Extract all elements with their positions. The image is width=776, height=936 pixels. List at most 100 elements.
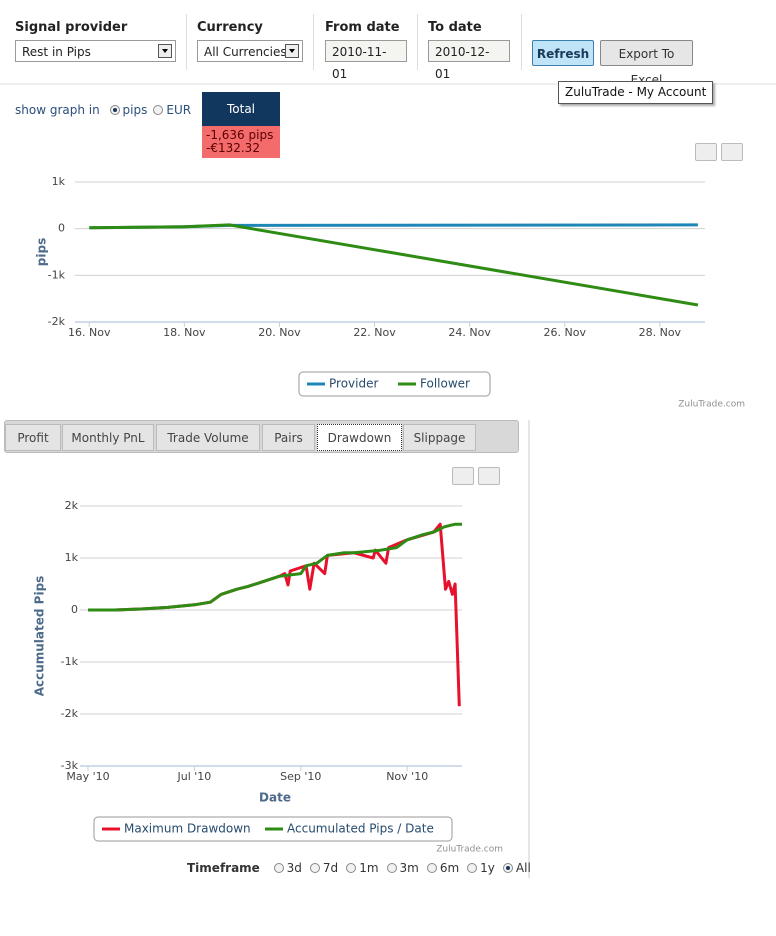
tab[interactable]: Trade Volume bbox=[156, 424, 260, 451]
filter-label: To date bbox=[428, 20, 482, 35]
radio-button bbox=[502, 863, 513, 873]
x-axis-label: Date bbox=[259, 791, 291, 805]
filter-label: From date bbox=[325, 20, 400, 35]
x-tick-label: 20. Nov bbox=[258, 326, 301, 339]
separator bbox=[521, 14, 522, 70]
timeframe-options: 3d 7d 1m 3m 6m 1y All bbox=[273, 861, 539, 875]
total-header: Total bbox=[202, 92, 280, 126]
credit: ZuluTrade.com bbox=[678, 400, 745, 410]
filter-label: Currency bbox=[197, 20, 263, 35]
y-tick-label: 2k bbox=[65, 499, 79, 512]
separator bbox=[186, 14, 187, 70]
radio-button bbox=[273, 863, 284, 873]
radio-label: 7d bbox=[322, 861, 339, 875]
separator bbox=[313, 14, 314, 70]
legend-label: Provider bbox=[329, 377, 378, 391]
legend-label: Accumulated Pips / Date bbox=[287, 822, 434, 836]
timeframe-selector: Timeframe 3d 7d 1m 3m 6m 1y All bbox=[187, 861, 539, 875]
currency-select[interactable]: All Currencies bbox=[197, 40, 303, 62]
print-icon[interactable] bbox=[452, 467, 474, 485]
filter-label: Signal provider bbox=[15, 20, 128, 35]
y-tick-label: -1k bbox=[61, 655, 79, 668]
total-values: -1,636 pips -€132.32 bbox=[202, 126, 280, 158]
y-axis-label: Accumulated Pips bbox=[33, 576, 47, 697]
x-tick-label: 24. Nov bbox=[448, 326, 491, 339]
radio-option[interactable]: pips bbox=[109, 103, 148, 117]
radio-label: 1m bbox=[359, 861, 379, 875]
tab[interactable]: Pairs bbox=[262, 424, 315, 451]
input-value: 2010-12-01 bbox=[435, 45, 490, 81]
radio-label: All bbox=[515, 861, 531, 875]
y-tick-label: -2k bbox=[61, 707, 79, 720]
x-tick-label: 18. Nov bbox=[163, 326, 206, 339]
radio-option[interactable]: 3m bbox=[386, 861, 419, 875]
legend-box bbox=[298, 371, 491, 397]
tab[interactable]: Slippage bbox=[403, 424, 476, 451]
radio-option[interactable]: 1m bbox=[346, 861, 379, 875]
radio-label: 6m bbox=[439, 861, 460, 875]
x-tick-label: 28. Nov bbox=[639, 326, 682, 339]
y-tick-label: -1k bbox=[48, 268, 66, 281]
y-tick-label: 0 bbox=[71, 603, 78, 616]
radio-label: 3d bbox=[286, 861, 302, 875]
radio-button bbox=[386, 863, 397, 873]
to-date-input[interactable]: 2010-12-01 bbox=[428, 40, 510, 81]
x-tick-label: May '10 bbox=[66, 770, 109, 783]
legend-label: Follower bbox=[420, 377, 470, 391]
from-date-input[interactable]: 2010-11-01 bbox=[325, 40, 407, 81]
radio-button bbox=[426, 863, 437, 873]
x-tick-label: 16. Nov bbox=[68, 326, 111, 339]
filter-bar: Signal provider Rest in Pips Currency Al… bbox=[0, 0, 776, 87]
radio-label: 1y bbox=[480, 861, 495, 875]
select-value: Rest in Pips bbox=[22, 45, 91, 59]
y-tick-label: 1k bbox=[52, 175, 66, 188]
tooltip: ZuluTrade - My Account bbox=[558, 81, 714, 104]
x-tick-label: Sep '10 bbox=[280, 770, 321, 783]
radio-option[interactable]: All bbox=[502, 861, 531, 875]
tab[interactable]: Drawdown bbox=[317, 424, 402, 451]
radio-option[interactable]: 6m bbox=[426, 861, 460, 875]
credit: ZuluTrade.com bbox=[436, 845, 503, 855]
input-value: 2010-11-01 bbox=[332, 45, 387, 81]
radio-option[interactable]: 7d bbox=[309, 861, 339, 875]
radio-option[interactable]: 1y bbox=[467, 861, 495, 875]
radio-label: pips bbox=[122, 103, 148, 117]
total-eur: -€132.32 bbox=[206, 141, 260, 155]
radio-option[interactable]: EUR bbox=[153, 103, 191, 117]
y-tick-label: -2k bbox=[48, 315, 66, 328]
y-tick-label: -3k bbox=[61, 759, 79, 772]
radio-button bbox=[153, 105, 164, 115]
timeframe-label: Timeframe bbox=[187, 861, 260, 875]
radio-button bbox=[109, 105, 120, 115]
download-icon[interactable] bbox=[478, 467, 500, 485]
separator bbox=[417, 14, 418, 70]
download-icon[interactable] bbox=[721, 143, 743, 161]
radio-label: EUR bbox=[166, 103, 192, 117]
provider-select[interactable]: Rest in Pips bbox=[15, 40, 176, 62]
y-tick-label: 0 bbox=[58, 222, 65, 235]
toggle-options: pips EUR bbox=[109, 103, 198, 117]
tab[interactable]: Monthly PnL bbox=[62, 424, 154, 451]
y-axis-label: pips bbox=[35, 238, 49, 266]
x-tick-label: 22. Nov bbox=[353, 326, 396, 339]
radio-button bbox=[346, 863, 357, 873]
select-value: All Currencies bbox=[204, 45, 287, 59]
tab[interactable]: Profit bbox=[5, 424, 61, 451]
radio-option[interactable]: 3d bbox=[273, 861, 302, 875]
x-tick-label: Jul '10 bbox=[177, 770, 212, 783]
radio-label: 3m bbox=[399, 861, 419, 875]
series-line bbox=[88, 522, 462, 612]
print-icon[interactable] bbox=[695, 143, 717, 161]
y-tick-label: 1k bbox=[65, 551, 79, 564]
toggle-label: show graph in bbox=[15, 103, 100, 117]
series-line bbox=[88, 522, 461, 707]
radio-button bbox=[309, 863, 320, 873]
graph-unit-toggle: show graph in pips EUR bbox=[15, 103, 197, 117]
refresh-button[interactable]: Refresh bbox=[532, 40, 594, 66]
legend-label: Maximum Drawdown bbox=[124, 822, 251, 836]
total-pips: -1,636 pips bbox=[206, 128, 274, 142]
export-button[interactable]: Export To Excel bbox=[600, 40, 693, 87]
series-line bbox=[89, 223, 699, 307]
